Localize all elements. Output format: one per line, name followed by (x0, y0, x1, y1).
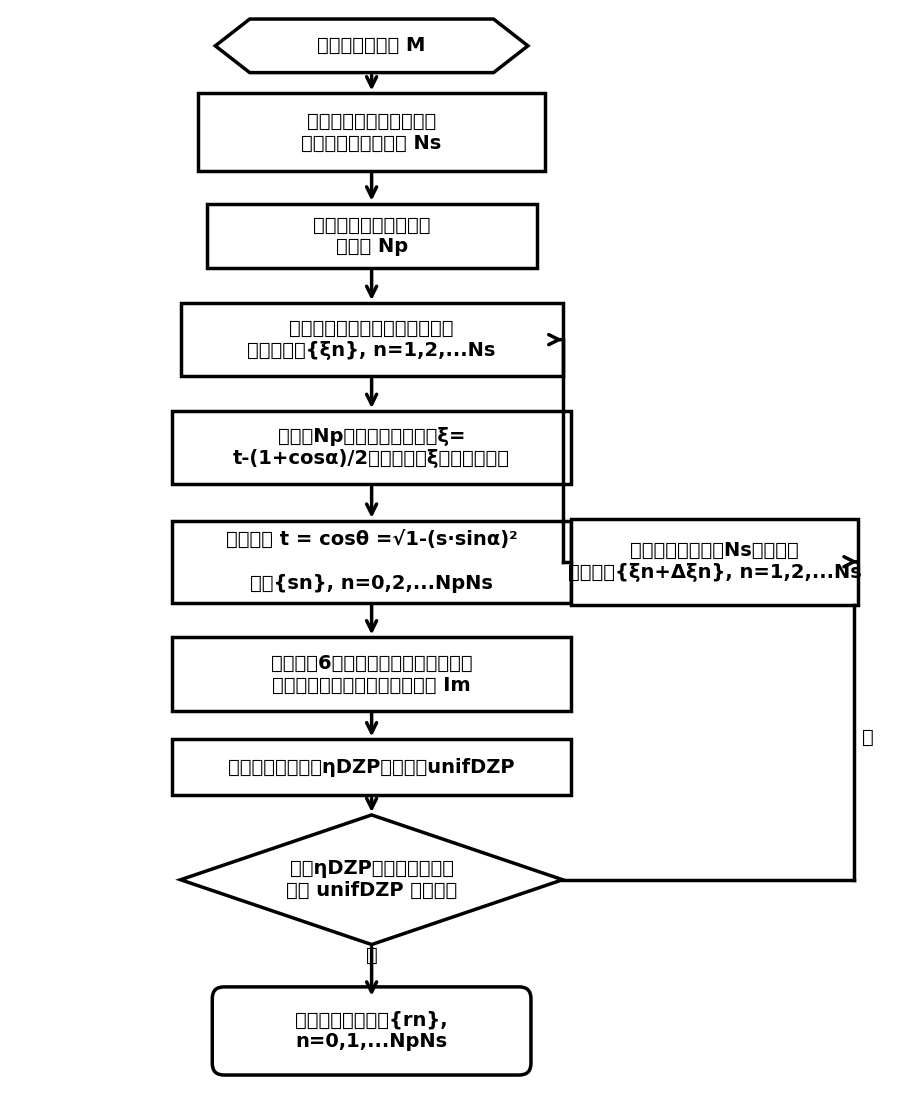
FancyBboxPatch shape (172, 521, 572, 603)
FancyBboxPatch shape (172, 637, 572, 711)
Text: 拓展到Np个周期，由关系式ξ=
t-(1+cosα)/2解算出相对ξ的位相转折点: 拓展到Np个周期，由关系式ξ= t-(1+cosα)/2解算出相对ξ的位相转折点 (233, 427, 510, 468)
Text: 是: 是 (365, 946, 377, 965)
Text: 否: 否 (861, 728, 874, 747)
Text: 返回出归一化半径{rn},
n=0,1,...NpNs: 返回出归一化半径{rn}, n=0,1,...NpNs (295, 1010, 448, 1052)
Text: 产生每个周期中的Ns个位相转
折点新值{ξn+Δξn}, n=1,2,...Ns: 产生每个周期中的Ns个位相转 折点新值{ξn+Δξn}, n=1,2,...Ns (568, 541, 861, 582)
FancyBboxPatch shape (172, 411, 572, 484)
Text: 确定每个周期中的需要加
入的位相转折点数目 Ns: 确定每个周期中的需要加 入的位相转折点数目 Ns (302, 112, 442, 152)
FancyBboxPatch shape (198, 93, 545, 171)
Polygon shape (215, 19, 528, 73)
Text: 根据轴向焦斑间隔确定
周期数 Np: 根据轴向焦斑间隔确定 周期数 Np (313, 215, 430, 256)
FancyBboxPatch shape (172, 739, 572, 795)
Text: 选定轴向焦斑数 M: 选定轴向焦斑数 M (318, 36, 426, 55)
Text: 效率ηDZP是否最大，且均
匀性 unifDZP 是否最小: 效率ηDZP是否最大，且均 匀性 unifDZP 是否最小 (286, 859, 457, 900)
FancyBboxPatch shape (212, 987, 531, 1075)
FancyBboxPatch shape (207, 204, 536, 269)
Text: 计算出对应的效率ηDZP和均匀性unifDZP: 计算出对应的效率ηDZP和均匀性unifDZP (229, 758, 515, 777)
Text: 由关系式 t = cosθ =√1-(s·sinα)²

求出{sn}, n=0,2,...NpNs: 由关系式 t = cosθ =√1-(s·sinα)² 求出{sn}, n=0,… (226, 530, 518, 594)
Text: 由公式（6）计算出纵向强度分布，找
出所设计的焦斑对应的强度峰值 Im: 由公式（6）计算出纵向强度分布，找 出所设计的焦斑对应的强度峰值 Im (271, 654, 472, 694)
FancyBboxPatch shape (181, 302, 562, 376)
FancyBboxPatch shape (572, 519, 858, 605)
Text: 对应的达曼光栅一个周期内位相
转折点初值{ξn}, n=1,2,...Ns: 对应的达曼光栅一个周期内位相 转折点初值{ξn}, n=1,2,...Ns (248, 319, 496, 361)
Polygon shape (181, 815, 562, 944)
